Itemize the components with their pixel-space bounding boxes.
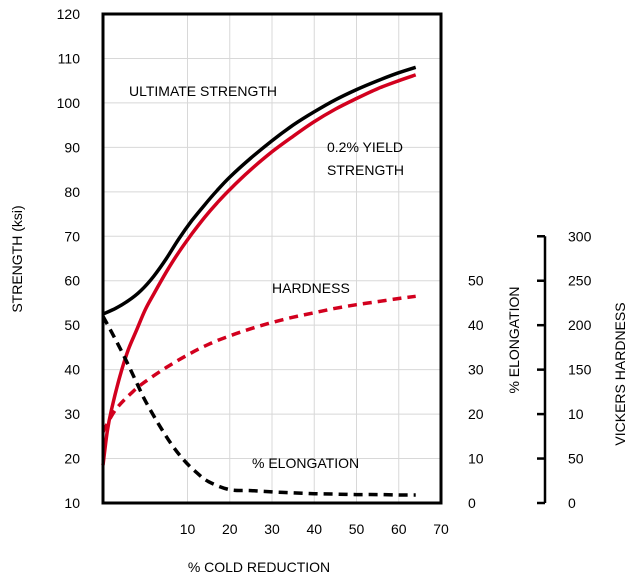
y-tick-label: 40 xyxy=(64,362,80,378)
elongation-tick-label: 30 xyxy=(468,362,484,378)
series-line-ultimate-strength xyxy=(102,65,417,316)
x-tick-label: 50 xyxy=(349,521,365,537)
annotation-elongation: % ELONGATION xyxy=(252,455,359,471)
annotation-ultimate-strength: ULTIMATE STRENGTH xyxy=(129,83,277,99)
y-tick-label: 50 xyxy=(64,317,80,333)
x-tick-label: 40 xyxy=(306,521,322,537)
vickers-tick-label: 150 xyxy=(568,362,592,378)
x-axis-title: % COLD REDUCTION xyxy=(188,559,330,575)
elongation-tick-label: 50 xyxy=(468,273,484,289)
vickers-tick-label: 300 xyxy=(568,228,592,244)
y-tick-label: 100 xyxy=(57,95,81,111)
y-axis-title: STRENGTH (ksi) xyxy=(9,205,25,312)
plot-frame xyxy=(101,12,443,505)
y-tick-label: 120 xyxy=(57,6,81,22)
vickers-tick-label: 200 xyxy=(568,317,592,333)
x-tick-label: 60 xyxy=(391,521,407,537)
vickers-tick-label: 0 xyxy=(568,495,576,511)
elongation-tick-label: 20 xyxy=(468,406,484,422)
y-tick-labels: 10 20 30 40 50 60 70 80 90 100 110 120 xyxy=(57,6,81,511)
y-tick-label: 110 xyxy=(58,50,81,66)
y-tick-label: 70 xyxy=(64,228,80,244)
series-layer xyxy=(101,65,417,497)
y-tick-label: 20 xyxy=(64,451,80,467)
elongation-axis-title: % ELONGATION xyxy=(506,286,522,393)
series-line-hardness xyxy=(101,294,416,433)
x-tick-label: 30 xyxy=(264,521,280,537)
annotation-yield-strength-line1: 0.2% YIELD xyxy=(327,139,403,155)
vickers-tick-label: 250 xyxy=(568,273,592,289)
vickers-axis-title: VICKERS HARDNESS xyxy=(612,302,628,445)
y-tick-label: 10 xyxy=(64,495,80,511)
elongation-tick-label: 0 xyxy=(468,495,476,511)
vickers-tick-label: 10 xyxy=(568,406,584,422)
elongation-axis: 0 10 20 30 40 50 xyxy=(468,273,484,511)
y-tick-label: 80 xyxy=(64,184,80,200)
series-line-elongation xyxy=(101,315,416,497)
y-tick-label: 60 xyxy=(64,273,80,289)
x-tick-label: 10 xyxy=(180,521,196,537)
annotation-yield-strength-line2: STRENGTH xyxy=(327,162,404,178)
vickers-tick-label: 50 xyxy=(568,451,584,467)
elongation-tick-label: 40 xyxy=(468,317,484,333)
annotation-hardness: HARDNESS xyxy=(272,280,350,296)
y-tick-label: 90 xyxy=(64,139,80,155)
x-tick-label: 20 xyxy=(222,521,238,537)
series-line-0-2-yield-strength xyxy=(101,73,417,466)
vickers-hardness-axis: 0 50 10 150 200 250 300 xyxy=(537,228,592,511)
y-tick-label: 30 xyxy=(64,406,80,422)
x-tick-label: 70 xyxy=(433,521,449,537)
elongation-tick-label: 10 xyxy=(468,451,484,467)
x-tick-labels: 10 20 30 40 50 60 70 xyxy=(180,521,449,537)
